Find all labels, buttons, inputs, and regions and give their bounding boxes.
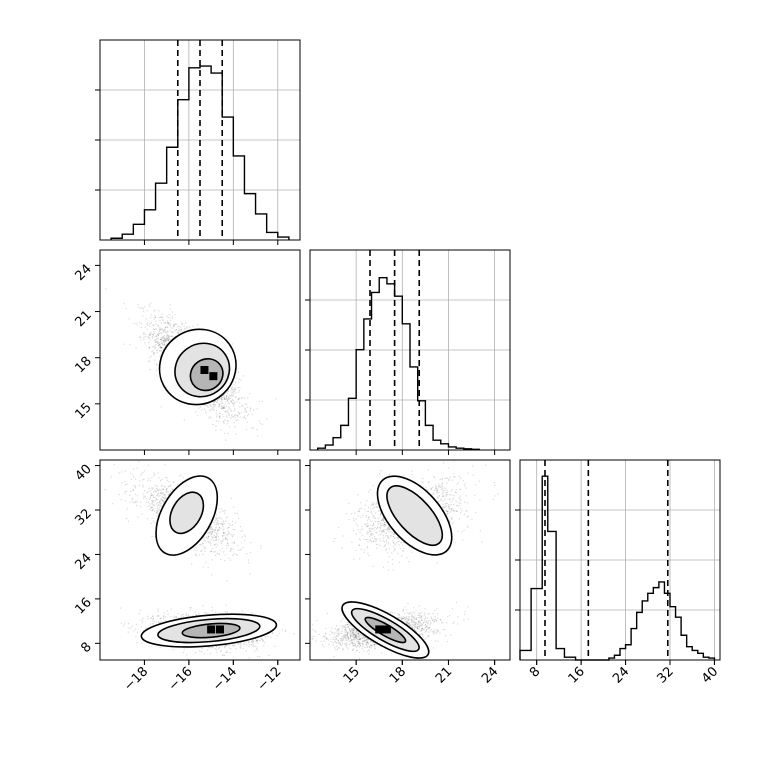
histogram-panel-p1 xyxy=(305,249,511,455)
x-tick-label: 24 xyxy=(610,664,632,686)
histogram-steps xyxy=(110,65,290,240)
y-tick-label: 40 xyxy=(73,462,95,484)
x-tick-label: 16 xyxy=(566,664,588,686)
density-contour xyxy=(169,491,205,535)
panel-frame xyxy=(309,459,511,661)
panel-content xyxy=(100,460,300,660)
panel-frame xyxy=(99,459,301,661)
y-tick-label: 18 xyxy=(73,354,95,376)
x-tick-label: 21 xyxy=(433,664,455,686)
density-panel-p0-p1: 15 18 21 24 xyxy=(73,249,301,455)
density-peak xyxy=(382,625,391,634)
y-tick-label: 15 xyxy=(73,400,95,422)
histogram-steps xyxy=(316,276,480,451)
panel-frame xyxy=(99,249,301,451)
density-contour xyxy=(189,357,224,392)
x-tick-label: −14 xyxy=(210,664,240,694)
density-panel-p1-p2 xyxy=(305,459,511,665)
density-peak xyxy=(200,366,209,374)
x-tick-label: 40 xyxy=(699,664,721,686)
y-tick-label: 32 xyxy=(73,506,95,528)
x-tick-label: 24 xyxy=(479,664,501,686)
panel-frame xyxy=(309,249,511,451)
x-tick-label: 15 xyxy=(341,664,363,686)
y-tick-label: 24 xyxy=(73,551,95,573)
panel-content xyxy=(310,460,510,660)
x-tick-label: 18 xyxy=(387,664,409,686)
x-tick-label: 32 xyxy=(655,664,677,686)
y-tick-label: 16 xyxy=(73,595,95,617)
y-tick-label: 21 xyxy=(73,308,95,330)
x-tick-label: −16 xyxy=(166,664,196,694)
panel-frame xyxy=(519,459,721,661)
histogram-steps xyxy=(519,475,716,661)
x-tick-label: −18 xyxy=(121,664,151,694)
y-tick-label: 24 xyxy=(73,262,95,284)
histogram-panel-p2 xyxy=(515,459,721,665)
density-panel-p0-p2: 8 16 24 32 40 xyxy=(73,459,301,665)
histogram-panel-p0 xyxy=(95,39,301,245)
panel-content xyxy=(100,250,300,450)
density-contour xyxy=(386,485,444,546)
x-tick-label: 8 xyxy=(527,664,543,680)
density-peak xyxy=(375,625,384,634)
y-tick-label: 8 xyxy=(78,640,94,656)
density-peak xyxy=(207,625,216,634)
density-peak xyxy=(209,372,218,381)
panel-frame xyxy=(99,39,301,241)
density-peak xyxy=(216,625,224,634)
x-tick-label: −12 xyxy=(255,664,285,694)
